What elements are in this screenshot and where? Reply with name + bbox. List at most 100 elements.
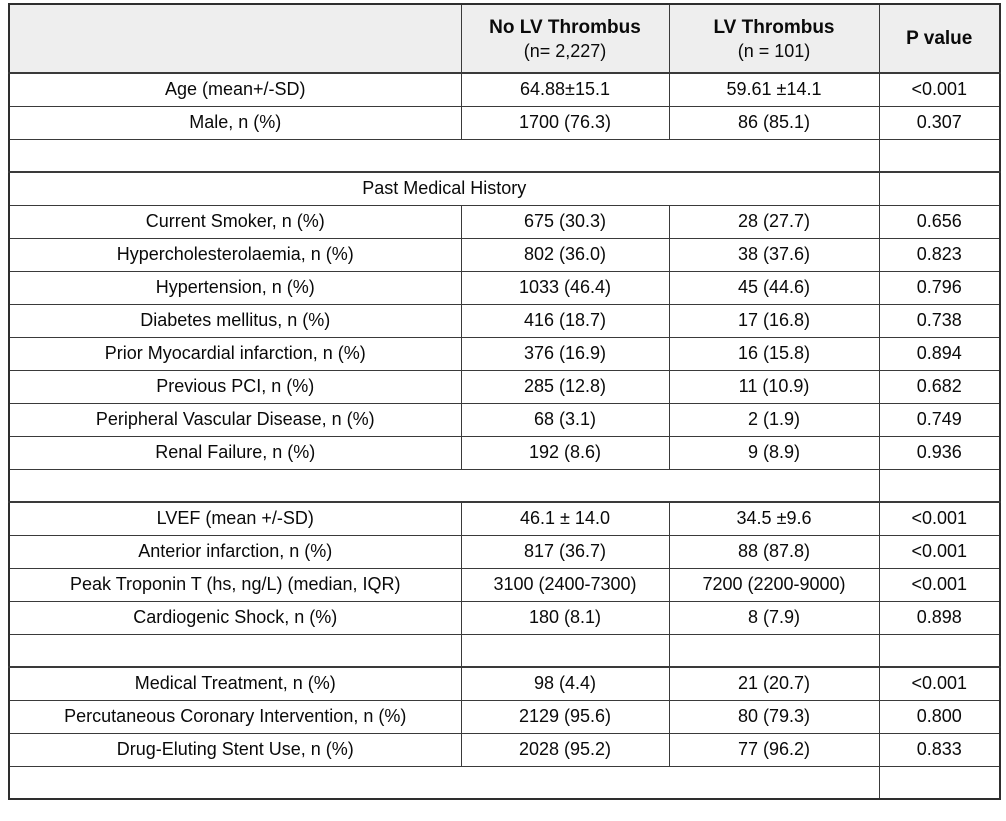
row-label-cell: Peak Troponin T (hs, ng/L) (median, IQR) [8,567,462,602]
no-lvt-value-cell: 675 (30.3) [460,204,670,239]
spacer-row [8,138,1001,173]
table-row: Renal Failure, n (%) 192 (8.6) 9 (8.9) 0… [8,435,1001,470]
header-row: No LV Thrombus (n= 2,227) LV Thrombus (n… [8,3,1001,74]
no-lvt-value-cell: 2028 (95.2) [460,732,670,767]
lvt-value-cell: 9 (8.9) [668,435,880,470]
p-value-cell: 0.800 [878,699,1001,734]
col-header-title: P value [906,27,973,49]
row-label-cell: LVEF (mean +/-SD) [8,501,462,536]
lvt-value-cell: 11 (10.9) [668,369,880,404]
lvt-value-cell: 88 (87.8) [668,534,880,569]
p-value-cell: 0.796 [878,270,1001,305]
table-row: Drug-Eluting Stent Use, n (%) 2028 (95.2… [8,732,1001,767]
no-lvt-value-cell: 376 (16.9) [460,336,670,371]
no-lvt-value-cell: 64.88±15.1 [460,72,670,107]
p-value-cell: 0.936 [878,435,1001,470]
p-value-cell: 0.894 [878,336,1001,371]
col-header-lv-thrombus: LV Thrombus (n = 101) [668,3,880,74]
table-container: No LV Thrombus (n= 2,227) LV Thrombus (n… [8,3,1001,800]
spacer-merged-cell [8,138,880,173]
no-lvt-value-cell [460,633,670,668]
p-value-cell [878,765,1001,800]
row-label-cell: Male, n (%) [8,105,462,140]
no-lvt-value-cell: 802 (36.0) [460,237,670,272]
no-lvt-value-cell: 46.1 ± 14.0 [460,501,670,536]
p-value-cell: 0.823 [878,237,1001,272]
row-label-cell: Renal Failure, n (%) [8,435,462,470]
row-label-cell: Percutaneous Coronary Intervention, n (%… [8,699,462,734]
p-value-cell: 0.738 [878,303,1001,338]
p-value-cell: 0.682 [878,369,1001,404]
p-value-cell: 0.749 [878,402,1001,437]
no-lvt-value-cell: 180 (8.1) [460,600,670,635]
row-label-cell: Anterior infarction, n (%) [8,534,462,569]
lvt-value-cell: 45 (44.6) [668,270,880,305]
lvt-value-cell: 8 (7.9) [668,600,880,635]
p-value-cell [878,633,1001,668]
p-value-cell [878,468,1001,503]
p-value-cell [878,171,1001,206]
lvt-value-cell: 2 (1.9) [668,402,880,437]
lvt-value-cell: 21 (20.7) [668,666,880,701]
row-label-cell [8,633,462,668]
spacer-row [8,468,1001,503]
row-label-cell: Cardiogenic Shock, n (%) [8,600,462,635]
p-value-cell: <0.001 [878,534,1001,569]
row-label-cell: Current Smoker, n (%) [8,204,462,239]
no-lvt-value-cell: 285 (12.8) [460,369,670,404]
lvt-value-cell: 38 (37.6) [668,237,880,272]
table-row: Medical Treatment, n (%) 98 (4.4) 21 (20… [8,666,1001,701]
lvt-value-cell: 86 (85.1) [668,105,880,140]
row-label-cell: Hypercholesterolaemia, n (%) [8,237,462,272]
p-value-cell: <0.001 [878,72,1001,107]
p-value-cell: <0.001 [878,501,1001,536]
table-row: Anterior infarction, n (%) 817 (36.7) 88… [8,534,1001,569]
row-label-cell: Diabetes mellitus, n (%) [8,303,462,338]
lvt-value-cell: 34.5 ±9.6 [668,501,880,536]
table-row: LVEF (mean +/-SD) 46.1 ± 14.0 34.5 ±9.6 … [8,501,1001,536]
table-row: Peripheral Vascular Disease, n (%) 68 (3… [8,402,1001,437]
p-value-cell: <0.001 [878,567,1001,602]
lvt-value-cell: 16 (15.8) [668,336,880,371]
col-header-no-lv-thrombus: No LV Thrombus (n= 2,227) [460,3,670,74]
lvt-value-cell: 7200 (2200-9000) [668,567,880,602]
table-row: Previous PCI, n (%) 285 (12.8) 11 (10.9)… [8,369,1001,404]
corner-cell [8,3,462,74]
no-lvt-value-cell: 68 (3.1) [460,402,670,437]
p-value-cell: 0.307 [878,105,1001,140]
spacer-merged-cell [8,765,880,800]
p-value-cell: 0.898 [878,600,1001,635]
no-lvt-value-cell: 416 (18.7) [460,303,670,338]
table-row: Hypertension, n (%) 1033 (46.4) 45 (44.6… [8,270,1001,305]
table-row: Peak Troponin T (hs, ng/L) (median, IQR)… [8,567,1001,602]
p-value-cell: 0.833 [878,732,1001,767]
table-row: Percutaneous Coronary Intervention, n (%… [8,699,1001,734]
p-value-cell [878,138,1001,173]
spacer-row [8,765,1001,800]
table-row: Diabetes mellitus, n (%) 416 (18.7) 17 (… [8,303,1001,338]
spacer-merged-cell [8,468,880,503]
row-label-cell: Prior Myocardial infarction, n (%) [8,336,462,371]
col-header-title: No LV Thrombus [489,16,641,38]
row-label-cell: Age (mean+/-SD) [8,72,462,107]
lvt-value-cell: 80 (79.3) [668,699,880,734]
row-label-cell: Medical Treatment, n (%) [8,666,462,701]
col-header-p-value: P value [878,3,1001,74]
row-label-cell: Peripheral Vascular Disease, n (%) [8,402,462,437]
no-lvt-value-cell: 3100 (2400-7300) [460,567,670,602]
no-lvt-value-cell: 1700 (76.3) [460,105,670,140]
lvt-value-cell: 59.61 ±14.1 [668,72,880,107]
table-row: Age (mean+/-SD) 64.88±15.1 59.61 ±14.1 <… [8,72,1001,107]
section-header-row: Past Medical History [8,171,1001,206]
spacer-row [8,633,1001,668]
no-lvt-value-cell: 1033 (46.4) [460,270,670,305]
row-label-cell: Hypertension, n (%) [8,270,462,305]
lvt-value-cell [668,633,880,668]
table-row: Current Smoker, n (%) 675 (30.3) 28 (27.… [8,204,1001,239]
table-row: Cardiogenic Shock, n (%) 180 (8.1) 8 (7.… [8,600,1001,635]
section-title-cell: Past Medical History [8,171,880,206]
no-lvt-value-cell: 192 (8.6) [460,435,670,470]
col-header-subtitle: (n= 2,227) [523,40,607,61]
table-row: Hypercholesterolaemia, n (%) 802 (36.0) … [8,237,1001,272]
row-label-cell: Drug-Eluting Stent Use, n (%) [8,732,462,767]
